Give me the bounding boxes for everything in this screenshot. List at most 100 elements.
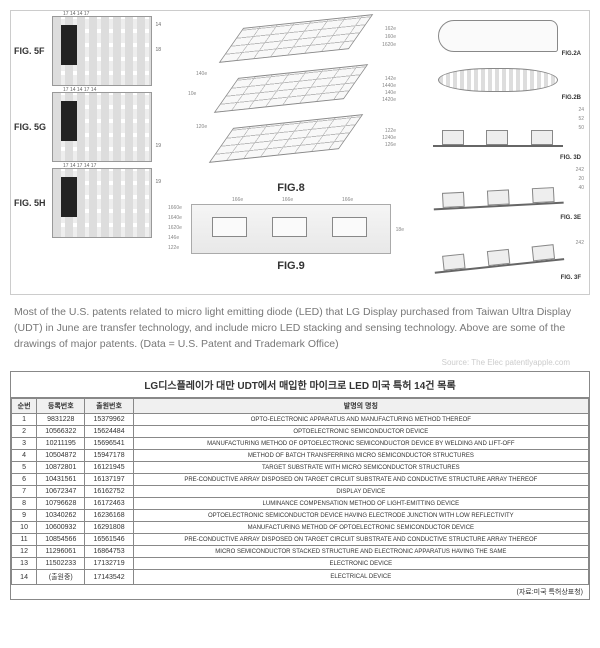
table-source: (자료:미국 특허상표청): [11, 585, 589, 599]
table-cell: OPTOELECTRONIC SEMICONDUCTOR DEVICE: [133, 426, 588, 438]
table-cell: 10600932: [37, 522, 85, 534]
source-line: Source: The Elec patentlyapple.com: [10, 358, 590, 367]
table-cell: 15379962: [85, 414, 133, 426]
table-row: 61043156116137197PRE-CONDUCTIVE ARRAY DI…: [12, 474, 589, 486]
table-row: 21056632215624484OPTOELECTRONIC SEMICOND…: [12, 426, 589, 438]
table-cell: 11502233: [37, 558, 85, 570]
table-row: 131150223317132719ELECTRONIC DEVICE: [12, 558, 589, 570]
table-cell: 10566322: [37, 426, 85, 438]
table-row: 51087280116121945TARGET SUBSTRATE WITH M…: [12, 462, 589, 474]
table-cell: 11296061: [37, 546, 85, 558]
table-row: 101060093216291808MANUFACTURING METHOD O…: [12, 522, 589, 534]
table-cell: 17132719: [85, 558, 133, 570]
table-cell: 10872801: [37, 462, 85, 474]
right-column: FIG.2A FIG.2B 24 52 50 FIG. 3D 242 20 40…: [406, 11, 589, 294]
table-cell: 10854566: [37, 534, 85, 546]
table-row: 121129606116864753MICRO SEMICONDUCTOR ST…: [12, 546, 589, 558]
figures-panel: FIG. 5F 17 14 14 17 14 18 FIG. 5G 17 14 …: [10, 10, 590, 295]
table-row: 14(출원중)17143542ELECTRICAL DEVICE: [12, 570, 589, 585]
table-cell: 17143542: [85, 570, 133, 585]
fig-5h-diagram: 17 14 17 14 17 19: [52, 168, 152, 238]
table-cell: 4: [12, 450, 37, 462]
table-cell: 16172463: [85, 498, 133, 510]
fig-9-diagram: 1660e 1640e 1620e 146e 122e 166e 166e 16…: [191, 204, 391, 254]
table-cell: 7: [12, 486, 37, 498]
fig-8-label: FIG.8: [181, 182, 401, 194]
table-cell: 16121945: [85, 462, 133, 474]
table-cell: 11: [12, 534, 37, 546]
table-cell: 15696541: [85, 438, 133, 450]
table-cell: 8: [12, 498, 37, 510]
fig-3e: 242 20 40 FIG. 3E: [409, 162, 586, 222]
table-cell: MANUFACTURING METHOD OF OPTOELECTRONIC S…: [133, 522, 588, 534]
fig-5f-row: FIG. 5F 17 14 14 17 14 18: [14, 16, 173, 86]
table-row: 91034026216236168OPTOELECTRONIC SEMICOND…: [12, 510, 589, 522]
table-cell: 10340262: [37, 510, 85, 522]
table-cell: 16236168: [85, 510, 133, 522]
table-row: 81079662816172463LUMINANCE COMPENSATION …: [12, 498, 589, 510]
table-cell: 10672347: [37, 486, 85, 498]
mid-column: 162e 160e 1620e 142e 1440e 140e 1420e 12…: [176, 11, 406, 294]
table-cell: 15624484: [85, 426, 133, 438]
table-cell: PRE-CONDUCTIVE ARRAY DISPOSED ON TARGET …: [133, 474, 588, 486]
table-cell: 16561546: [85, 534, 133, 546]
table-cell: MANUFACTURING METHOD OF OPTOELECTRONIC S…: [133, 438, 588, 450]
col-seq: 순번: [12, 399, 37, 414]
fig-5g-row: FIG. 5G 17 14 14 17 14 19: [14, 92, 173, 162]
table-cell: 10504872: [37, 450, 85, 462]
fig-5f-label: FIG. 5F: [14, 46, 52, 56]
table-cell: 1: [12, 414, 37, 426]
table-cell: 12: [12, 546, 37, 558]
fig-9-label: FIG.9: [181, 260, 401, 272]
table-cell: 16137197: [85, 474, 133, 486]
table-cell: 9: [12, 510, 37, 522]
table-cell: TARGET SUBSTRATE WITH MICRO SEMICONDUCTO…: [133, 462, 588, 474]
table-cell: OPTOELECTRONIC SEMICONDUCTOR DEVICE HAVI…: [133, 510, 588, 522]
fig-5g-diagram: 17 14 14 17 14 19: [52, 92, 152, 162]
table-cell: OPTO-ELECTRONIC APPARATUS AND MANUFACTUR…: [133, 414, 588, 426]
table-title: LG디스플레이가 대만 UDT에서 매입한 마이크로 LED 미국 특허 14건…: [11, 372, 589, 398]
table-cell: 16864753: [85, 546, 133, 558]
col-title: 발명의 명칭: [133, 399, 588, 414]
table-row: 111085456616561546PRE-CONDUCTIVE ARRAY D…: [12, 534, 589, 546]
table-cell: 10: [12, 522, 37, 534]
table-cell: LUMINANCE COMPENSATION METHOD OF LIGHT-E…: [133, 498, 588, 510]
fig-2a: FIG.2A: [409, 14, 586, 58]
table-cell: PRE-CONDUCTIVE ARRAY DISPOSED ON TARGET …: [133, 534, 588, 546]
fig-5g-label: FIG. 5G: [14, 122, 52, 132]
table-row: 1983122815379962OPTO-ELECTRONIC APPARATU…: [12, 414, 589, 426]
left-column: FIG. 5F 17 14 14 17 14 18 FIG. 5G 17 14 …: [11, 11, 176, 294]
table-cell: 16291808: [85, 522, 133, 534]
fig-5h-row: FIG. 5H 17 14 17 14 17 19: [14, 168, 173, 238]
table-cell: 10211195: [37, 438, 85, 450]
fig-5h-label: FIG. 5H: [14, 198, 52, 208]
table-cell: MICRO SEMICONDUCTOR STACKED STRUCTURE AN…: [133, 546, 588, 558]
col-regno: 등록번호: [37, 399, 85, 414]
table-cell: 16162752: [85, 486, 133, 498]
table-cell: ELECTRICAL DEVICE: [133, 570, 588, 585]
table-cell: 10431561: [37, 474, 85, 486]
fig-5f-diagram: 17 14 14 17 14 18: [52, 16, 152, 86]
table-cell: 5: [12, 462, 37, 474]
fig-3f: 242 FIG. 3F: [409, 222, 586, 282]
table-row: 31021119515696541MANUFACTURING METHOD OF…: [12, 438, 589, 450]
table-cell: 14: [12, 570, 37, 585]
table-cell: 9831228: [37, 414, 85, 426]
patent-table-wrap: LG디스플레이가 대만 UDT에서 매입한 마이크로 LED 미국 특허 14건…: [10, 371, 590, 600]
table-row: 71067234716162752DISPLAY DEVICE: [12, 486, 589, 498]
table-cell: 2: [12, 426, 37, 438]
fig-3d: 24 52 50 FIG. 3D: [409, 102, 586, 162]
caption-text: Most of the U.S. patents related to micr…: [10, 295, 590, 358]
fig-2b: FIG.2B: [409, 58, 586, 102]
table-cell: 13: [12, 558, 37, 570]
table-cell: DISPLAY DEVICE: [133, 486, 588, 498]
table-cell: (출원중): [37, 570, 85, 585]
table-cell: 10796628: [37, 498, 85, 510]
fig-8-diagram: 162e 160e 1620e 142e 1440e 140e 1420e 12…: [196, 16, 396, 176]
table-cell: 3: [12, 438, 37, 450]
table-cell: ELECTRONIC DEVICE: [133, 558, 588, 570]
table-cell: 6: [12, 474, 37, 486]
table-cell: METHOD OF BATCH TRANSFERRING MICRO SEMIC…: [133, 450, 588, 462]
table-row: 41050487215947178METHOD OF BATCH TRANSFE…: [12, 450, 589, 462]
col-appno: 출원번호: [85, 399, 133, 414]
